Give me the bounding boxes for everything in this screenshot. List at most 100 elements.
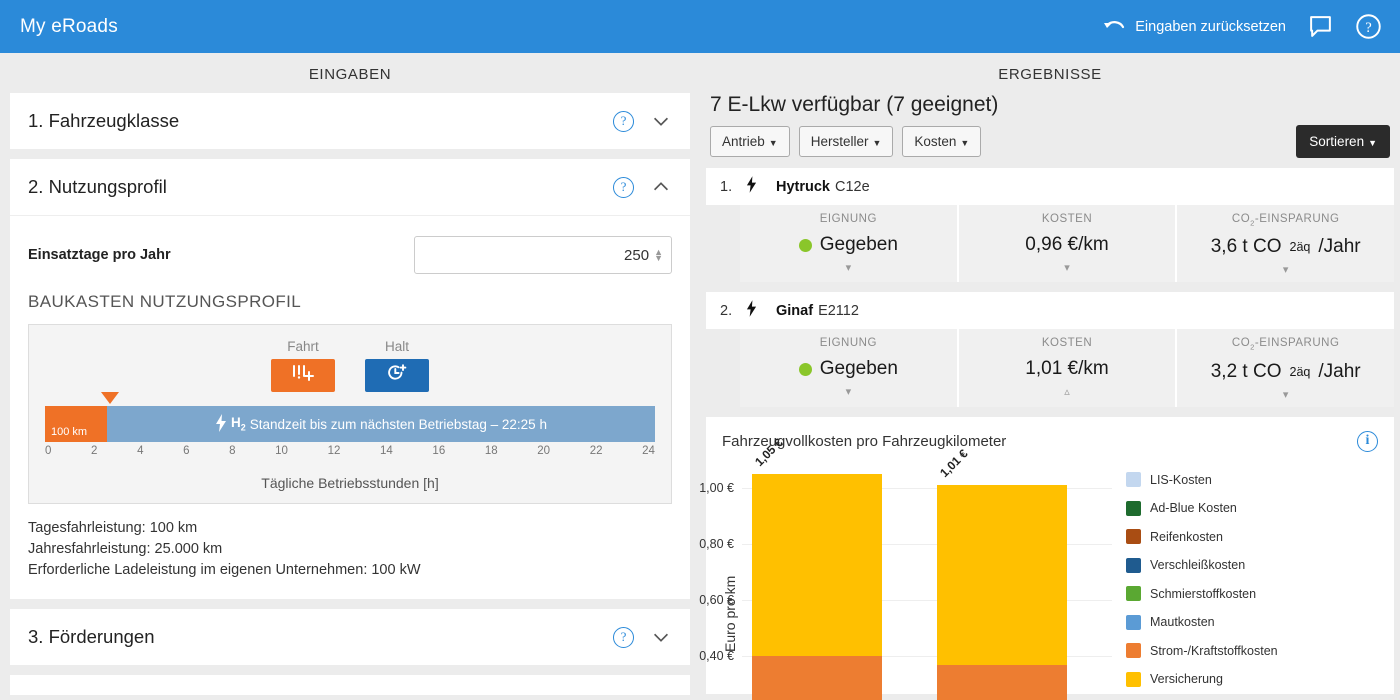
legend-item[interactable]: Ad-Blue Kosten	[1126, 494, 1278, 523]
section-foerderungen-header[interactable]: 3. Förderungen ?	[10, 609, 690, 665]
metric-eignung-value: Gegeben	[740, 225, 957, 256]
section-nutzungsprofil: 2. Nutzungsprofil ? Einsatztage pro Jahr…	[10, 159, 690, 599]
filter-hersteller-button[interactable]: Hersteller ▼	[798, 126, 894, 157]
metric-eignung-value: Gegeben	[740, 349, 957, 380]
legend-label: Strom-/Kraftstoffkosten	[1150, 643, 1278, 658]
vehicle-row[interactable]: 2. Ginaf E2112	[706, 292, 1394, 330]
cost-chart-header: Fahrzeugvollkosten pro Fahrzeugkilometer…	[722, 430, 1378, 452]
bar-group: 1,05 € 1,01 €	[752, 435, 1112, 700]
inputs-column: EINGABEN 1. Fahrzeugklasse ? 2. Nutzungs…	[0, 53, 700, 700]
section-next-partial[interactable]	[10, 675, 690, 695]
axis-tick: 12	[327, 445, 341, 457]
legend-label: Mautkosten	[1150, 615, 1215, 630]
section-foerderungen[interactable]: 3. Förderungen ?	[10, 609, 690, 665]
chevron-down-icon[interactable]: ▾	[845, 262, 852, 274]
vehicle-metrics: EIGNUNG Gegeben ▾ KOSTEN 0,96 €/km ▾ CO2…	[740, 205, 1394, 283]
timeline-drive-segment[interactable]: 100 km	[45, 406, 107, 442]
undo-icon	[1103, 19, 1125, 35]
feedback-icon[interactable]	[1308, 14, 1333, 39]
legend-item[interactable]: Versicherung	[1126, 665, 1278, 694]
einsatztage-input[interactable]: 250 ▲ ▼	[414, 236, 672, 274]
axis-tick: 24	[642, 445, 655, 457]
usage-summary: Tagesfahrleistung: 100 km Jahresfahrleis…	[28, 504, 672, 583]
info-icon[interactable]: i	[1357, 430, 1378, 452]
cost-chart-plot: 1,00 € 0,80 € 0,60 € 0,40 € 1,05 € 1,01 €	[699, 435, 1112, 700]
metric-kosten[interactable]: KOSTEN 1,01 €/km ▵	[956, 329, 1176, 407]
metric-co2[interactable]: CO2-EINSPARUNG 3,2 t CO 2äq/Jahr ▾	[1175, 329, 1394, 407]
einsatztage-row: Einsatztage pro Jahr 250 ▲ ▼	[28, 216, 672, 288]
axis-tick: 2	[91, 445, 98, 457]
cost-chart-area: Euro pro km 1,00 €0,80 €0,60 €0,40 €1,05…	[699, 435, 1378, 700]
filter-kosten-button[interactable]: Kosten ▼	[902, 126, 982, 157]
metric-eignung[interactable]: EIGNUNG Gegeben ▾	[740, 205, 957, 282]
legend-item[interactable]: Schmierstoffkosten	[1126, 580, 1278, 609]
reset-inputs-button[interactable]: Eingaben zurücksetzen	[1103, 19, 1286, 35]
section-nutzungsprofil-body: Einsatztage pro Jahr 250 ▲ ▼ BAUKASTEN NU…	[10, 215, 690, 599]
metric-kosten[interactable]: KOSTEN 0,96 €/km ▾	[956, 205, 1176, 283]
timeline-marker-icon	[101, 392, 119, 404]
legend-item[interactable]: Verschleißkosten	[1126, 551, 1278, 580]
add-drive-button[interactable]	[271, 359, 335, 392]
status-dot-icon	[798, 362, 812, 376]
main-split: EINGABEN 1. Fahrzeugklasse ? 2. Nutzungs…	[0, 53, 1400, 700]
chevron-up-icon[interactable]	[650, 176, 672, 198]
y-axis-tick: 0,60 €	[699, 593, 734, 608]
vehicle-row[interactable]: 1. Hytruck C12e	[706, 168, 1394, 205]
chevron-up-icon[interactable]: ▵	[1064, 386, 1070, 399]
chevron-down-icon[interactable]	[650, 110, 672, 132]
section-fahrzeugklasse[interactable]: 1. Fahrzeugklasse ?	[10, 93, 690, 149]
timeline-caption: Tägliche Betriebsstunden [h]	[261, 475, 439, 491]
metric-co2[interactable]: CO2-EINSPARUNG 3,6 t CO 2äq/Jahr ▾	[1175, 205, 1394, 283]
metric-eignung[interactable]: EIGNUNG Gegeben ▾	[740, 329, 957, 406]
summary-line: Jahresfahrleistung: 25.000 km	[28, 541, 223, 557]
chevron-down-icon[interactable]: ▾	[845, 386, 852, 399]
axis-tick: 8	[229, 445, 236, 457]
chevron-down-icon[interactable]: ▾	[1064, 262, 1070, 274]
inputs-column-header: EINGABEN	[308, 66, 392, 83]
chevron-down-icon[interactable]: ▾	[1282, 264, 1289, 277]
tool-fahrt: Fahrt	[271, 339, 335, 392]
help-icon[interactable]: ?	[613, 110, 634, 132]
stacked-bar[interactable]: 1,05 €	[752, 435, 882, 700]
timeline-stop-label: Standzeit bis zum nächsten Betriebstag –…	[249, 416, 547, 432]
electric-bolt-icon	[746, 176, 776, 197]
chevron-down-icon[interactable]: ▾	[1282, 388, 1289, 401]
chevron-down-icon: ▼	[768, 138, 778, 148]
timeline-stop-segment[interactable]: H2 Standzeit bis zum nächsten Betriebsta…	[107, 406, 655, 442]
vehicle-metrics: EIGNUNG Gegeben ▾ KOSTEN 1,01 €/km ▵ CO2…	[740, 329, 1394, 407]
tool-halt: Halt	[365, 339, 429, 392]
summary-line: Tagesfahrleistung: 100 km	[28, 520, 198, 536]
axis-tick: 6	[183, 445, 190, 457]
legend-item[interactable]: Reifenkosten	[1126, 523, 1278, 552]
filter-antrieb-button[interactable]: Antrieb ▼	[710, 126, 790, 157]
cost-chart-card: Fahrzeugvollkosten pro Fahrzeugkilometer…	[699, 416, 1394, 700]
add-drive-icon	[290, 362, 316, 389]
timeline-track-wrapper: 100 km H2 Standzeit bis zum nächsten Bet…	[45, 392, 655, 491]
chevron-down-icon: ▼	[1368, 138, 1377, 148]
section-fahrzeugklasse-header[interactable]: 1. Fahrzeugklasse ?	[10, 93, 690, 149]
timeline-track: 100 km H2 Standzeit bis zum nächsten Bet…	[45, 406, 655, 442]
bar-segment	[752, 473, 882, 657]
legend-item[interactable]: Mautkosten	[1126, 608, 1278, 637]
legend-item[interactable]: Strom-/Kraftstoffkosten	[1126, 637, 1278, 666]
y-axis-tick: 1,00 €	[699, 480, 734, 495]
axis-tick: 16	[432, 445, 446, 457]
section-nutzungsprofil-header[interactable]: 2. Nutzungsprofil ?	[10, 159, 690, 215]
metric-co2-label: CO2-EINSPARUNG	[1231, 213, 1340, 228]
legend-item[interactable]: LIS-Kosten	[1126, 466, 1278, 495]
stacked-bar[interactable]: 1,01 €	[937, 446, 1067, 700]
gridline	[742, 487, 1112, 489]
sort-button[interactable]: Sortieren ▼	[1296, 125, 1390, 158]
stepper-icon[interactable]: ▲ ▼	[654, 247, 663, 263]
metric-co2-label: CO2-EINSPARUNG	[1231, 337, 1340, 352]
help-icon[interactable]: ?	[1355, 13, 1382, 40]
add-stop-button[interactable]	[365, 359, 429, 392]
axis-tick: 14	[380, 445, 393, 457]
help-icon[interactable]: ?	[613, 176, 634, 198]
timeline-tools: Fahrt	[45, 339, 655, 392]
vehicle-model: E2112	[818, 302, 859, 319]
chevron-down-icon[interactable]	[650, 626, 672, 648]
metric-co2-value: 3,6 t CO 2äq/Jahr	[1210, 236, 1361, 258]
legend-swatch	[1126, 671, 1141, 687]
help-icon[interactable]: ?	[613, 626, 634, 648]
